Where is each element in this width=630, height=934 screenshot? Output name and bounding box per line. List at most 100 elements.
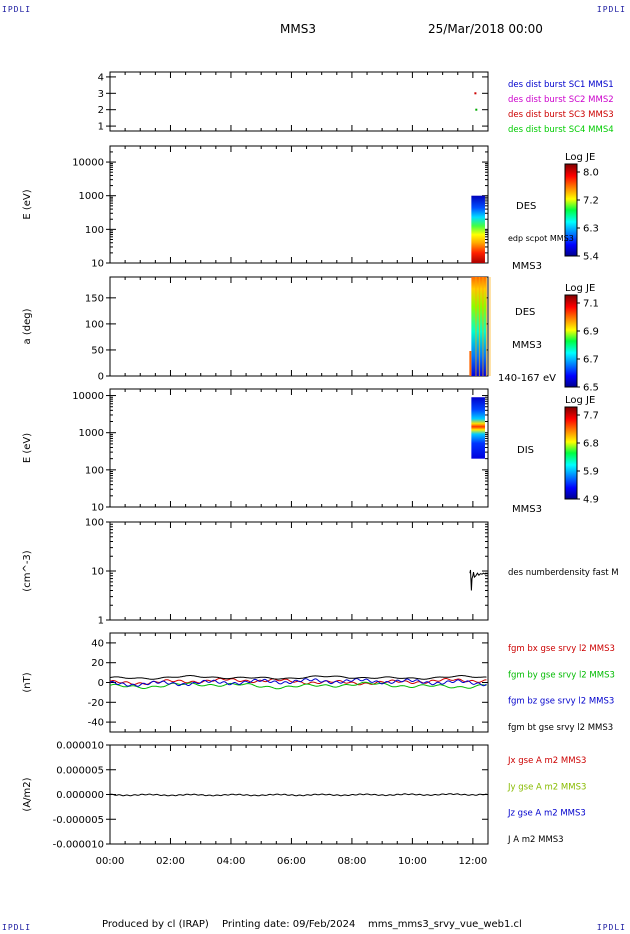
x-tick-label: 10:00	[398, 856, 427, 867]
x-tick-label: 06:00	[277, 856, 306, 867]
side-label: DIS	[517, 445, 534, 456]
colorbar-tick-label: 6.8	[583, 439, 599, 450]
colorbar	[564, 294, 578, 388]
y-tick-label: 10000	[72, 158, 104, 169]
side-label: MMS3	[512, 261, 542, 272]
colorbar	[564, 406, 578, 500]
side-label: edp scpot MMS3	[508, 234, 574, 243]
panel-4	[106, 388, 580, 508]
datetime-title: 25/Mar/2018 00:00	[428, 22, 543, 36]
series-line	[109, 681, 487, 690]
panel-frame	[109, 521, 489, 621]
corner-label-bottom-left: IPDLI	[2, 923, 32, 932]
y-tick-label: 2	[98, 105, 104, 116]
legend-entry: des dist burst SC3 MMS3	[508, 110, 614, 120]
y-tick-label: -40	[88, 718, 104, 729]
series-line	[109, 675, 487, 680]
spectrogram-streak	[489, 277, 491, 376]
x-tick-label: 02:00	[156, 856, 185, 867]
y-axis-label: E (eV)	[22, 189, 33, 219]
y-tick-label: 0.000000	[56, 790, 104, 801]
panel-frame	[109, 632, 489, 733]
legend-entry: Jy gse A m2 MMS3	[507, 782, 586, 792]
corner-label-top-left: IPDLI	[2, 5, 32, 14]
corner-label-bottom-right: IPDLI	[596, 923, 626, 932]
colorbar-tick-label: 5.4	[583, 252, 599, 263]
x-tick-label: 04:00	[217, 856, 246, 867]
corner-label-top-right: IPDLI	[596, 5, 626, 14]
panel-6	[106, 632, 489, 733]
x-tick-label: 08:00	[338, 856, 367, 867]
legend-entry: des dist burst SC4 MMS4	[508, 125, 614, 135]
y-tick-label: 50	[91, 345, 104, 356]
data-point	[475, 108, 478, 111]
y-tick-label: 0	[98, 678, 104, 689]
y-tick-label: 100	[85, 518, 104, 529]
panel-frame	[109, 388, 489, 508]
spectrogram-streak	[469, 351, 472, 376]
panel-2	[106, 145, 580, 264]
y-axis-label: a (deg)	[22, 308, 33, 344]
colorbar-tick-label: 8.0	[583, 168, 599, 179]
side-label: MMS3	[512, 340, 542, 351]
colorbar-tick-label: 7.2	[583, 196, 599, 207]
y-tick-label: 100	[85, 225, 104, 236]
colorbar-tick-label: 6.7	[583, 355, 599, 366]
spectrogram-streak	[475, 277, 477, 376]
panel-frame	[109, 71, 489, 132]
data-point	[474, 92, 477, 95]
y-tick-label: 10	[91, 259, 104, 270]
y-tick-label: -20	[88, 698, 104, 709]
y-tick-label: 1	[98, 122, 104, 133]
legend-entry: fgm bt gse srvy l2 MMS3	[508, 723, 613, 733]
y-axis-label: (cm^-3)	[22, 550, 33, 591]
colorbar	[564, 163, 578, 257]
colorbar-tick-label: 7.7	[583, 411, 599, 422]
panel-frame	[109, 145, 489, 264]
colorbar-tick-label: 5.9	[583, 467, 599, 478]
y-tick-label: 150	[85, 293, 104, 304]
side-label: MMS3	[512, 504, 542, 515]
footer-credit: Produced by cl (IRAP)	[102, 919, 209, 930]
y-tick-label: 1000	[79, 428, 104, 439]
legend-entry: des numberdensity fast M	[508, 568, 619, 578]
x-tick-label: 00:00	[96, 856, 125, 867]
series-line	[109, 793, 487, 797]
y-tick-label: 3	[98, 89, 104, 100]
legend-entry: J A m2 MMS3	[507, 835, 564, 845]
side-label: 140-167 eV	[498, 373, 556, 384]
y-tick-label: 100	[85, 465, 104, 476]
colorbar-title: Log JE	[565, 395, 595, 406]
colorbar-tick-label: 7.1	[583, 299, 599, 310]
y-tick-label: 1	[98, 616, 104, 627]
colorbar-tick-label: 6.3	[583, 224, 599, 235]
colorbar-tick-label: 6.5	[583, 383, 599, 394]
legend-entry: des dist burst SC1 MMS1	[508, 80, 614, 90]
y-tick-label: 100	[85, 319, 104, 330]
y-tick-label: 10	[91, 503, 104, 514]
spacecraft-title: MMS3	[280, 22, 316, 36]
panel-1	[106, 71, 489, 132]
panel-5	[106, 521, 489, 621]
panel-frame	[109, 276, 489, 377]
series-line	[469, 569, 489, 591]
y-tick-label: -0.000010	[53, 840, 104, 851]
y-axis-label: E (eV)	[22, 433, 33, 463]
footer-filename: mms_mms3_srvy_vue_web1.cl	[368, 919, 522, 930]
spectrogram-block	[471, 195, 485, 263]
spectrogram-streak	[478, 277, 481, 376]
spectrogram-streak	[482, 277, 484, 376]
side-label: DES	[515, 307, 535, 318]
x-tick-label: 12:00	[458, 856, 487, 867]
y-axis-label: (nT)	[22, 672, 33, 692]
y-tick-label: 10	[91, 567, 104, 578]
y-tick-label: 0	[98, 372, 104, 383]
y-tick-label: 20	[91, 658, 104, 669]
colorbar-title: Log JE	[565, 152, 595, 163]
legend-entry: des dist burst SC2 MMS2	[508, 95, 614, 105]
colorbar-tick-label: 4.9	[583, 495, 599, 506]
y-tick-label: 0.000010	[56, 741, 104, 752]
y-tick-label: 10000	[72, 391, 104, 402]
legend-entry: Jz gse A m2 MMS3	[507, 809, 586, 819]
